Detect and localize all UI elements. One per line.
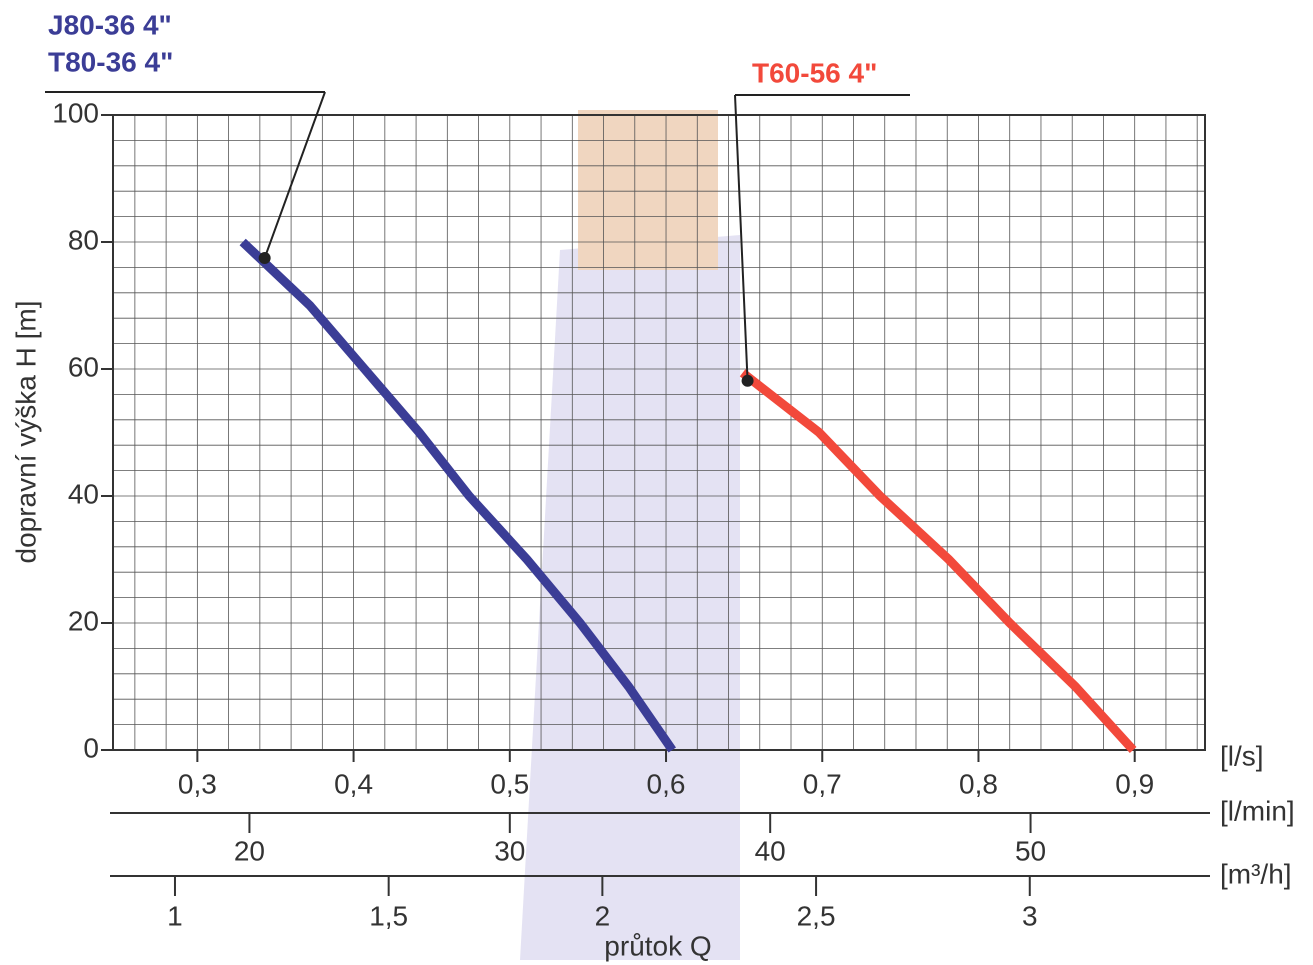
x-tick-label: 20 [234, 835, 265, 866]
x-tick-label: 2,5 [797, 900, 836, 931]
y-tick-label: 80 [68, 224, 99, 255]
x-tick-label: 0,5 [490, 768, 529, 799]
y-tick-label: 40 [68, 478, 99, 509]
x-tick-label: 0,9 [1115, 768, 1154, 799]
leader-dot [741, 374, 754, 387]
x-tick-label: 0,4 [334, 768, 373, 799]
x-tick-label: 2 [595, 900, 611, 931]
y-tick-label: 20 [68, 605, 99, 636]
x-tick-label: 3 [1022, 900, 1038, 931]
x-tick-label: 30 [494, 835, 525, 866]
x-tick-label: 1 [167, 900, 183, 931]
secondary-axis-unit: [m³/h] [1220, 858, 1292, 889]
x-unit: [l/s] [1220, 740, 1264, 771]
series-label: J80-36 4" [48, 9, 172, 40]
x-tick-label: 0,3 [178, 768, 217, 799]
line-series [239, 238, 676, 753]
x-tick-label: 1,5 [369, 900, 408, 931]
leader-line [45, 91, 326, 259]
x-tick-label: 0,6 [647, 768, 686, 799]
pump-photo-top [578, 110, 718, 270]
x-tick-label: 0,8 [959, 768, 998, 799]
y-axis-label: dopravní výška H [m] [10, 301, 41, 564]
secondary-axis-unit: [l/min] [1220, 795, 1295, 826]
y-tick-label: 0 [83, 732, 99, 763]
series-label: T60-56 4" [752, 57, 877, 88]
leader-dot [258, 252, 271, 264]
leader-line [734, 94, 910, 381]
y-tick-label: 100 [52, 97, 99, 128]
line-series [739, 369, 1137, 754]
y-tick-label: 60 [68, 351, 99, 382]
plot-frame [112, 114, 1206, 751]
series-label: T80-36 4" [48, 46, 173, 77]
x-axis-label: průtok Q [604, 930, 711, 961]
x-tick-label: 0,7 [803, 768, 842, 799]
x-tick-label: 40 [755, 835, 786, 866]
x-tick-label: 50 [1015, 835, 1046, 866]
